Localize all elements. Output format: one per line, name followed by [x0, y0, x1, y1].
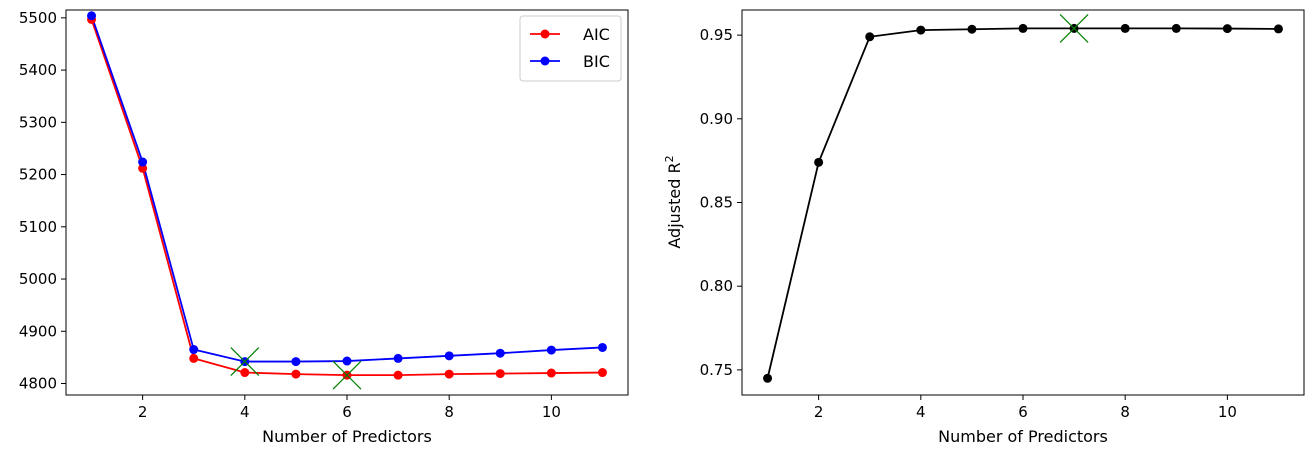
- x-tick-label: 4: [916, 403, 926, 421]
- aic-point: [597, 368, 607, 378]
- y-tick-label: 5400: [19, 61, 57, 79]
- x-axis-label: Number of Predictors: [938, 427, 1108, 446]
- y-tick-label: 5000: [19, 270, 57, 288]
- bic-point: [138, 157, 148, 167]
- x-tick-label: 2: [138, 403, 148, 421]
- bic-point: [291, 357, 301, 367]
- y-axis-label-text: Adjusted R: [665, 162, 684, 248]
- adjusted-r2-point: [1273, 24, 1283, 34]
- bic-point: [546, 345, 556, 355]
- y-tick-label: 5500: [19, 9, 57, 27]
- x-tick-label: 8: [444, 403, 454, 421]
- highlight-markers: [230, 347, 362, 390]
- y-axis-label: Adjusted R2: [663, 155, 684, 248]
- highlight-markers: [1059, 13, 1089, 43]
- y-tick-label: 5300: [19, 113, 57, 131]
- x-tick-label: 2: [814, 403, 824, 421]
- bic-point: [342, 356, 352, 366]
- aic-point: [138, 163, 148, 173]
- aic-point: [240, 368, 250, 378]
- adjusted-r2-point: [1171, 23, 1181, 33]
- x-tick-label: 6: [342, 403, 352, 421]
- adjusted-r2-point: [916, 25, 926, 35]
- aic-point: [393, 370, 403, 380]
- x-axis-label: Number of Predictors: [262, 427, 432, 446]
- bic-point: [393, 353, 403, 363]
- aic-point: [546, 368, 556, 378]
- adjusted-r2-point: [865, 32, 875, 42]
- legend-bic-label: BIC: [583, 52, 610, 71]
- y-tick-label: 0.75: [700, 361, 733, 379]
- y-tick-label: 5100: [19, 218, 57, 236]
- legend: AIC BIC: [519, 15, 622, 82]
- optimum-x-marker: [332, 360, 362, 390]
- legend-aic-label: AIC: [583, 25, 610, 44]
- y-ticks: 4800 4900 5000 5100 5200 5300 5400 5500: [19, 9, 66, 393]
- bic-point: [444, 351, 454, 361]
- adjusted-r2-point: [814, 157, 824, 167]
- aic-point: [189, 353, 199, 363]
- series-points: [763, 23, 1283, 383]
- adjusted-r2-point: [967, 24, 977, 34]
- x-tick-label: 4: [240, 403, 250, 421]
- x-ticks: 2 4 6 8 10: [814, 395, 1237, 421]
- legend-aic-marker: [540, 29, 550, 39]
- y-tick-label: 0.90: [700, 110, 733, 128]
- x-tick-label: 10: [1218, 403, 1237, 421]
- bic-point: [87, 11, 97, 21]
- bic-point: [189, 345, 199, 355]
- adjusted-r2-point: [1018, 23, 1028, 33]
- y-ticks: 0.75 0.80 0.85 0.90 0.95: [700, 26, 742, 379]
- x-tick-label: 8: [1120, 403, 1130, 421]
- aic-bic-chart: 2 4 6 8 10 48004900500051005200530054005500 …: [19, 9, 629, 446]
- adjusted-r2-chart: 2 4 6 8 10 0.75 0.80 0.85 0.90 0.95 Number of Pr…: [663, 9, 1305, 446]
- aic-point: [291, 369, 301, 379]
- x-ticks: 2 4 6 8 10: [138, 395, 561, 421]
- y-tick-label: 0.85: [700, 194, 733, 212]
- adjusted-r2-point: [1120, 23, 1130, 33]
- y-tick-label: 0.95: [700, 26, 733, 44]
- legend-bic-marker: [540, 56, 550, 66]
- y-tick-label: 4900: [19, 322, 57, 340]
- series-lines: [766, 27, 1279, 379]
- aic-point: [444, 369, 454, 379]
- adjusted-r2-line: [766, 27, 1279, 379]
- series-points: [87, 11, 607, 380]
- x-tick-label: 10: [542, 403, 561, 421]
- y-tick-label: 0.80: [700, 277, 733, 295]
- optimum-x-marker: [1059, 13, 1089, 43]
- aic-point: [495, 369, 505, 379]
- optimum-x-marker: [230, 347, 260, 376]
- y-tick-label: 4800: [19, 375, 57, 393]
- adjusted-r2-point: [1222, 24, 1232, 34]
- y-axis-label-superscript: 2: [663, 155, 676, 162]
- bic-point: [495, 348, 505, 358]
- y-tick-label: 5200: [19, 166, 57, 184]
- bic-point: [597, 342, 607, 352]
- adjusted-r2-point: [763, 373, 773, 383]
- x-tick-label: 6: [1018, 403, 1028, 421]
- plot-area-frame: [741, 9, 1305, 396]
